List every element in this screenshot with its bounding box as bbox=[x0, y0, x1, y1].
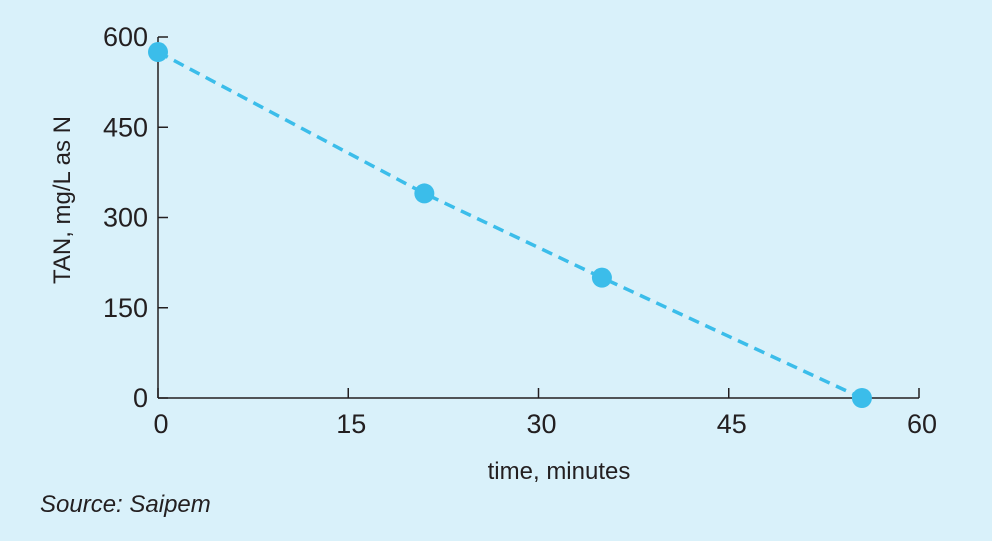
series-line bbox=[157, 50, 863, 400]
x-axis-title: time, minutes bbox=[488, 458, 631, 485]
y-tick-label: 150 bbox=[103, 293, 148, 323]
x-tick-label: 45 bbox=[717, 409, 747, 439]
data-point bbox=[591, 267, 612, 288]
data-point bbox=[414, 183, 435, 204]
y-tick-label: 450 bbox=[103, 112, 148, 142]
data-point bbox=[851, 388, 872, 408]
x-tick-label: 0 bbox=[153, 409, 168, 439]
x-tick-label: 60 bbox=[907, 409, 937, 439]
source-caption: Source: Saipem bbox=[40, 491, 211, 518]
x-tick-label: 30 bbox=[526, 409, 556, 439]
y-tick-label: 0 bbox=[133, 383, 148, 413]
x-tick-label: 15 bbox=[336, 409, 366, 439]
series-layer bbox=[148, 42, 872, 408]
y-axis-ticks: 0 150 300 450 600 bbox=[103, 22, 168, 413]
y-tick-label: 600 bbox=[103, 22, 148, 52]
y-tick-label: 300 bbox=[103, 203, 148, 233]
data-point bbox=[148, 42, 168, 63]
y-axis-title: TAN, mg/L as N bbox=[49, 116, 76, 284]
x-axis-ticks: 0 15 30 45 60 bbox=[153, 388, 937, 439]
